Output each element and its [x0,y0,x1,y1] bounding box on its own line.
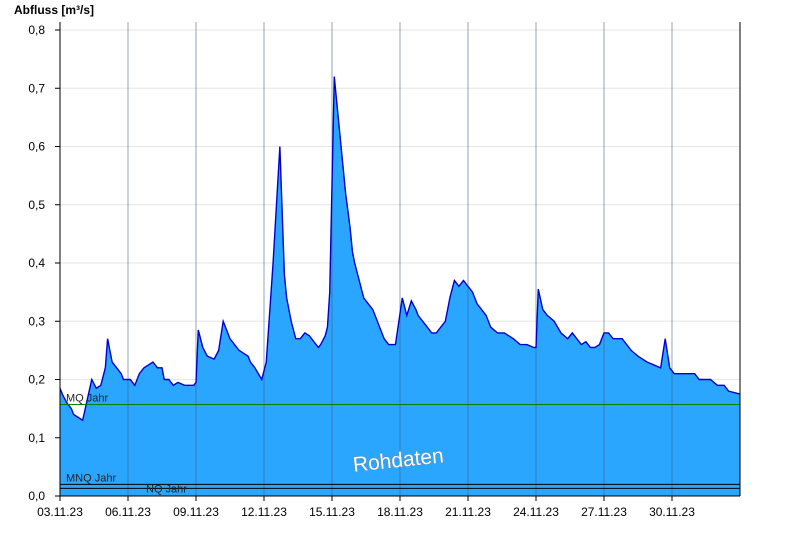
x-tick-label: 30.11.23 [649,505,695,519]
y-tick-label: 0,5 [28,198,45,212]
vertical-gridlines [127,22,673,496]
x-tick-label: 18.11.23 [377,505,423,519]
x-tick-label: 03.11.23 [37,505,83,519]
x-tick-label: 21.11.23 [445,505,491,519]
x-tick-label: 27.11.23 [581,505,627,519]
reference-line-label: MNQ Jahr [66,472,116,484]
y-tick-label: 0,0 [28,489,45,503]
y-tick-label: 0,1 [28,431,45,445]
y-tick-label: 0,7 [28,81,45,95]
x-tick-label: 09.11.23 [173,505,219,519]
y-tick-label: 0,4 [28,256,45,270]
x-tick-label: 24.11.23 [513,505,559,519]
series-line [59,76,741,422]
x-tick-labels: 03.11.23 06.11.23 09.11.23 12.11.23 15.11.23… [37,496,695,519]
y-tick-label: 0,8 [28,23,45,37]
y-tick-label: 0,3 [28,314,45,328]
y-tick-label: 0,6 [28,140,45,154]
x-tick-label: 06.11.23 [105,505,151,519]
x-tick-label: 15.11.23 [309,505,355,519]
reference-line-label: NQ Jahr [146,483,187,495]
reference-lines: MQ Jahr MNQ Jahr NQ Jahr [60,393,740,495]
y-axis-label: Abfluss [m³/s] [14,3,94,17]
y-tick-labels: 0,0 0,1 0,2 0,3 0,4 0,5 0,6 0,7 0,8 [28,23,60,503]
series-area-fill [60,76,740,496]
x-tick-label: 12.11.23 [241,505,287,519]
reference-line-label: MQ Jahr [66,393,109,405]
y-tick-label: 0,2 [28,373,45,387]
